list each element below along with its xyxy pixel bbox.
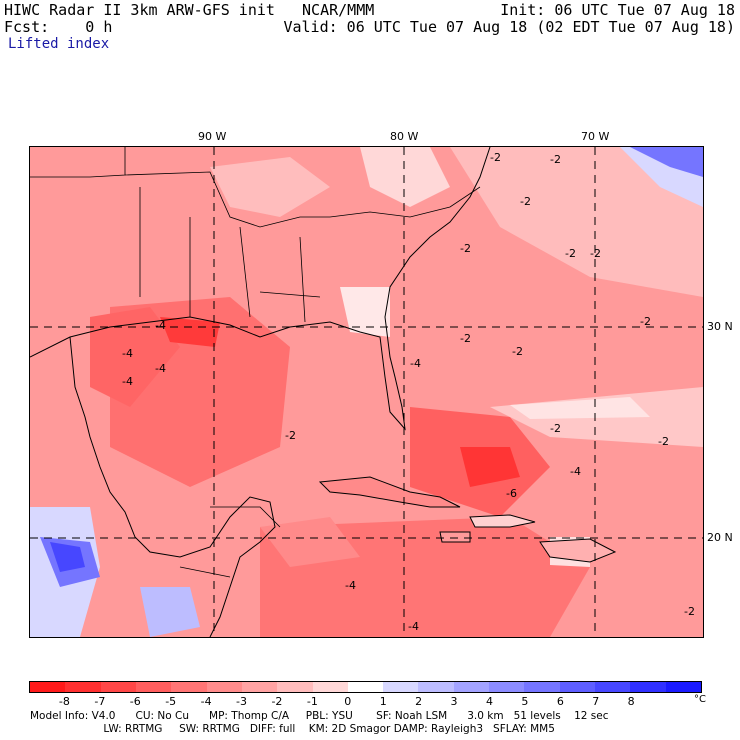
contour-label: -4 bbox=[408, 620, 419, 633]
lat-label-20n: 20 N bbox=[707, 531, 733, 544]
colorbar-tick-label: 6 bbox=[556, 695, 564, 708]
colorbar-segment bbox=[100, 682, 136, 692]
valid-time: Valid: 06 UTC Tue 07 Aug 18 (02 EDT Tue … bbox=[283, 18, 735, 36]
contour-label: -4 bbox=[345, 579, 356, 592]
contour-label: -2 bbox=[550, 153, 561, 166]
map-canvas bbox=[30, 147, 703, 637]
contour-label: -2 bbox=[490, 151, 501, 164]
model-info-line1: Model Info: V4.0 CU: No Cu MP: Thomp C/A… bbox=[30, 710, 609, 722]
colorbar-segment bbox=[630, 682, 666, 692]
contour-label: -2 bbox=[565, 247, 576, 260]
colorbar-segment bbox=[559, 682, 595, 692]
lon-label-70w: 70 W bbox=[581, 130, 610, 143]
colorbar-segment bbox=[524, 682, 560, 692]
contour-label: -2 bbox=[520, 195, 531, 208]
colorbar-segment bbox=[453, 682, 490, 692]
colorbar-tick-label: 8 bbox=[627, 695, 635, 708]
lifted-index-map: -2 -2 -2 -2 -2 -2 -2 -2 -2 -2 -2 -2 -2 -… bbox=[29, 146, 704, 638]
colorbar-unit: °C bbox=[694, 694, 706, 705]
forecast-hour: Fcst: 0 h bbox=[4, 18, 113, 36]
colorbar-segment bbox=[171, 682, 207, 692]
colorbar-tick-label: 4 bbox=[485, 695, 493, 708]
contour-label: -2 bbox=[512, 345, 523, 358]
colorbar-tick-label: -6 bbox=[129, 695, 141, 708]
colorbar-segment bbox=[277, 682, 313, 692]
contour-label: -2 bbox=[658, 435, 669, 448]
colorbar-tick-label: -5 bbox=[165, 695, 177, 708]
contour-label: -2 bbox=[460, 242, 471, 255]
contour-label: -2 bbox=[550, 422, 561, 435]
colorbar-tick-label: -1 bbox=[306, 695, 318, 708]
contour-label: -4 bbox=[155, 362, 166, 375]
colorbar-tick-label: 7 bbox=[592, 695, 600, 708]
colorbar-tick-label: 2 bbox=[415, 695, 423, 708]
colorbar bbox=[29, 681, 702, 693]
contour-label: -4 bbox=[410, 357, 421, 370]
colorbar-segment bbox=[135, 682, 172, 692]
colorbar-segment bbox=[347, 682, 384, 692]
colorbar-segment bbox=[241, 682, 278, 692]
model-info-line2: LW: RRTMG SW: RRTMG DIFF: full KM: 2D Sm… bbox=[30, 723, 555, 735]
contour-label: -6 bbox=[506, 487, 517, 500]
contour-label: -4 bbox=[570, 465, 581, 478]
colorbar-segment bbox=[312, 682, 348, 692]
contour-label: -2 bbox=[640, 315, 651, 328]
colorbar-tick-label: -4 bbox=[200, 695, 212, 708]
colorbar-segment bbox=[206, 682, 242, 692]
lon-label-90w: 90 W bbox=[198, 130, 227, 143]
contour-label: -2 bbox=[590, 247, 601, 260]
contour-label: -4 bbox=[122, 347, 133, 360]
colorbar-tick-label: -3 bbox=[236, 695, 247, 708]
contour-label: -4 bbox=[122, 375, 133, 388]
colorbar-tick-label: 3 bbox=[450, 695, 458, 708]
contour-label: -2 bbox=[684, 605, 695, 618]
lon-label-80w: 80 W bbox=[390, 130, 419, 143]
colorbar-segment bbox=[489, 682, 525, 692]
colorbar-tick-label: 5 bbox=[521, 695, 529, 708]
contour-label: -2 bbox=[285, 429, 296, 442]
contour-label: -4 bbox=[155, 319, 166, 332]
colorbar-tick-label: -2 bbox=[271, 695, 283, 708]
colorbar-segment bbox=[595, 682, 631, 692]
colorbar-segment bbox=[418, 682, 454, 692]
colorbar-segment bbox=[30, 682, 66, 692]
colorbar-segment bbox=[383, 682, 419, 692]
contour-label: -2 bbox=[460, 332, 471, 345]
model-title: HIWC Radar II 3km ARW-GFS init NCAR/MMM bbox=[4, 1, 375, 19]
colorbar-tick-label: 0 bbox=[344, 695, 352, 708]
field-name: Lifted index bbox=[8, 36, 110, 52]
colorbar-tick-label: -7 bbox=[94, 695, 106, 708]
colorbar-tick-label: -8 bbox=[58, 695, 70, 708]
lat-label-30n: 30 N bbox=[707, 320, 733, 333]
colorbar-tick-label: 1 bbox=[379, 695, 387, 708]
colorbar-segment bbox=[665, 682, 701, 692]
init-time: Init: 06 UTC Tue 07 Aug 18 bbox=[500, 1, 735, 19]
colorbar-segment bbox=[65, 682, 101, 692]
